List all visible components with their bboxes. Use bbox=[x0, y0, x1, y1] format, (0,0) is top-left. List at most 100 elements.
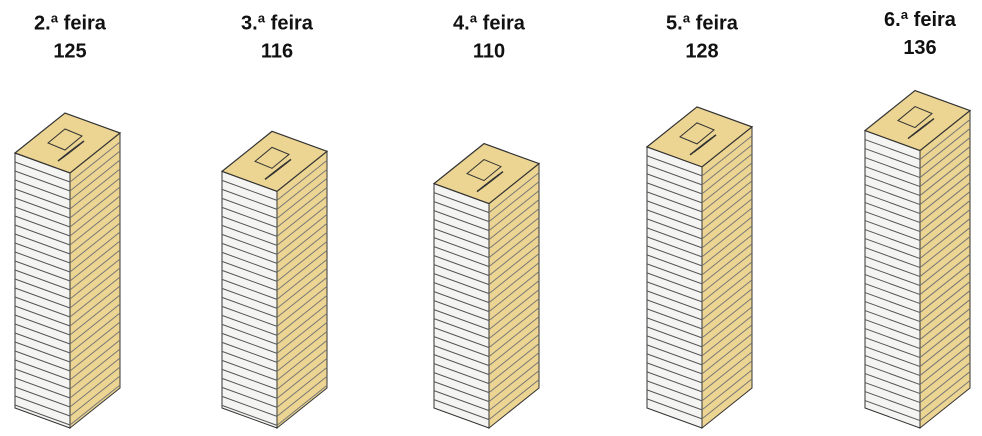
book-edge bbox=[864, 346, 921, 368]
book-edge bbox=[433, 264, 490, 286]
book-stack bbox=[220, 130, 329, 430]
book-spine bbox=[276, 294, 328, 336]
book-spine bbox=[69, 330, 121, 372]
book-spine bbox=[488, 235, 540, 276]
stack-right-face bbox=[69, 131, 121, 430]
book-spine bbox=[276, 366, 328, 408]
book-edge bbox=[14, 206, 71, 228]
book-edge bbox=[646, 326, 703, 348]
book-spine bbox=[701, 270, 753, 312]
book-edge bbox=[864, 400, 921, 422]
category-label: 6.ª feira bbox=[884, 9, 957, 31]
book-edge bbox=[433, 246, 490, 268]
book-edge bbox=[433, 300, 490, 322]
book-edge bbox=[14, 323, 71, 345]
book-edge bbox=[864, 148, 921, 170]
book-spine bbox=[69, 357, 121, 399]
book-edge bbox=[14, 269, 71, 291]
book-edge bbox=[14, 395, 71, 417]
book-edge bbox=[433, 399, 490, 421]
book-spine bbox=[701, 198, 753, 240]
book-spine bbox=[701, 360, 753, 402]
book-edge bbox=[864, 283, 921, 305]
book-edge bbox=[14, 341, 71, 363]
book-spine bbox=[701, 261, 753, 303]
book-spine bbox=[69, 285, 121, 327]
book-spine bbox=[488, 244, 540, 285]
book-edge bbox=[221, 260, 278, 282]
book-edge bbox=[433, 282, 490, 304]
book-edge bbox=[221, 242, 278, 264]
book-spine bbox=[701, 378, 753, 420]
book-edge bbox=[864, 193, 921, 215]
book-spine bbox=[488, 172, 540, 213]
category-label: 2.ª feira bbox=[34, 12, 107, 34]
book-edge bbox=[14, 233, 71, 255]
stack-cover bbox=[863, 89, 972, 152]
book-edge bbox=[221, 377, 278, 399]
book-spine bbox=[919, 281, 971, 322]
book-spine bbox=[276, 303, 328, 345]
book-edge bbox=[646, 227, 703, 249]
book-edge bbox=[14, 278, 71, 300]
book-spine bbox=[919, 218, 971, 259]
book-edge bbox=[864, 310, 921, 332]
book-spine bbox=[919, 290, 971, 331]
book-edge bbox=[14, 224, 71, 246]
book-edge bbox=[221, 296, 278, 318]
book-spine bbox=[276, 384, 328, 426]
book-spine bbox=[276, 267, 328, 309]
book-spine bbox=[69, 204, 121, 246]
book-spine bbox=[69, 276, 121, 318]
book-spine bbox=[919, 317, 971, 358]
book-spine bbox=[69, 240, 121, 282]
book-edge bbox=[221, 188, 278, 210]
book-edge bbox=[864, 382, 921, 404]
cover-line bbox=[65, 140, 85, 156]
book-spine bbox=[69, 312, 121, 354]
book-edge bbox=[864, 265, 921, 287]
book-spine bbox=[488, 199, 540, 240]
book-spine bbox=[69, 195, 121, 237]
category-label: 3.ª feira bbox=[241, 12, 314, 34]
book-edge bbox=[14, 197, 71, 219]
book-spine bbox=[919, 191, 971, 232]
book-edge bbox=[864, 202, 921, 224]
book-spine bbox=[69, 213, 121, 255]
book-spine bbox=[919, 164, 971, 205]
book-spine bbox=[69, 249, 121, 291]
book-edge bbox=[646, 290, 703, 312]
book-edge bbox=[14, 359, 71, 381]
book-spine bbox=[701, 144, 753, 186]
book-edge bbox=[646, 308, 703, 330]
book-spine bbox=[69, 339, 121, 381]
book-spine bbox=[276, 159, 328, 201]
book-edge bbox=[221, 197, 278, 219]
book-edge bbox=[646, 191, 703, 213]
book-spine bbox=[488, 271, 540, 312]
book-edge bbox=[864, 220, 921, 242]
book-spine bbox=[69, 231, 121, 273]
book-edge bbox=[864, 247, 921, 269]
book-edge bbox=[14, 332, 71, 354]
book-spine bbox=[488, 190, 540, 231]
book-edge bbox=[433, 291, 490, 313]
cover-line bbox=[915, 117, 935, 134]
book-edge bbox=[221, 287, 278, 309]
book-spine bbox=[69, 258, 121, 300]
book-spine bbox=[919, 245, 971, 286]
book-spine bbox=[69, 177, 121, 219]
book-edge bbox=[14, 377, 71, 399]
value-label: 125 bbox=[53, 40, 86, 62]
book-edge bbox=[646, 272, 703, 294]
value-label: 110 bbox=[473, 40, 505, 62]
book-spine bbox=[701, 234, 753, 276]
stack-cover bbox=[220, 130, 329, 193]
book-edge bbox=[433, 327, 490, 349]
book-edge bbox=[221, 224, 278, 246]
book-edge bbox=[221, 359, 278, 381]
book-edge bbox=[864, 292, 921, 314]
book-spine bbox=[488, 280, 540, 321]
book-spine bbox=[488, 253, 540, 294]
